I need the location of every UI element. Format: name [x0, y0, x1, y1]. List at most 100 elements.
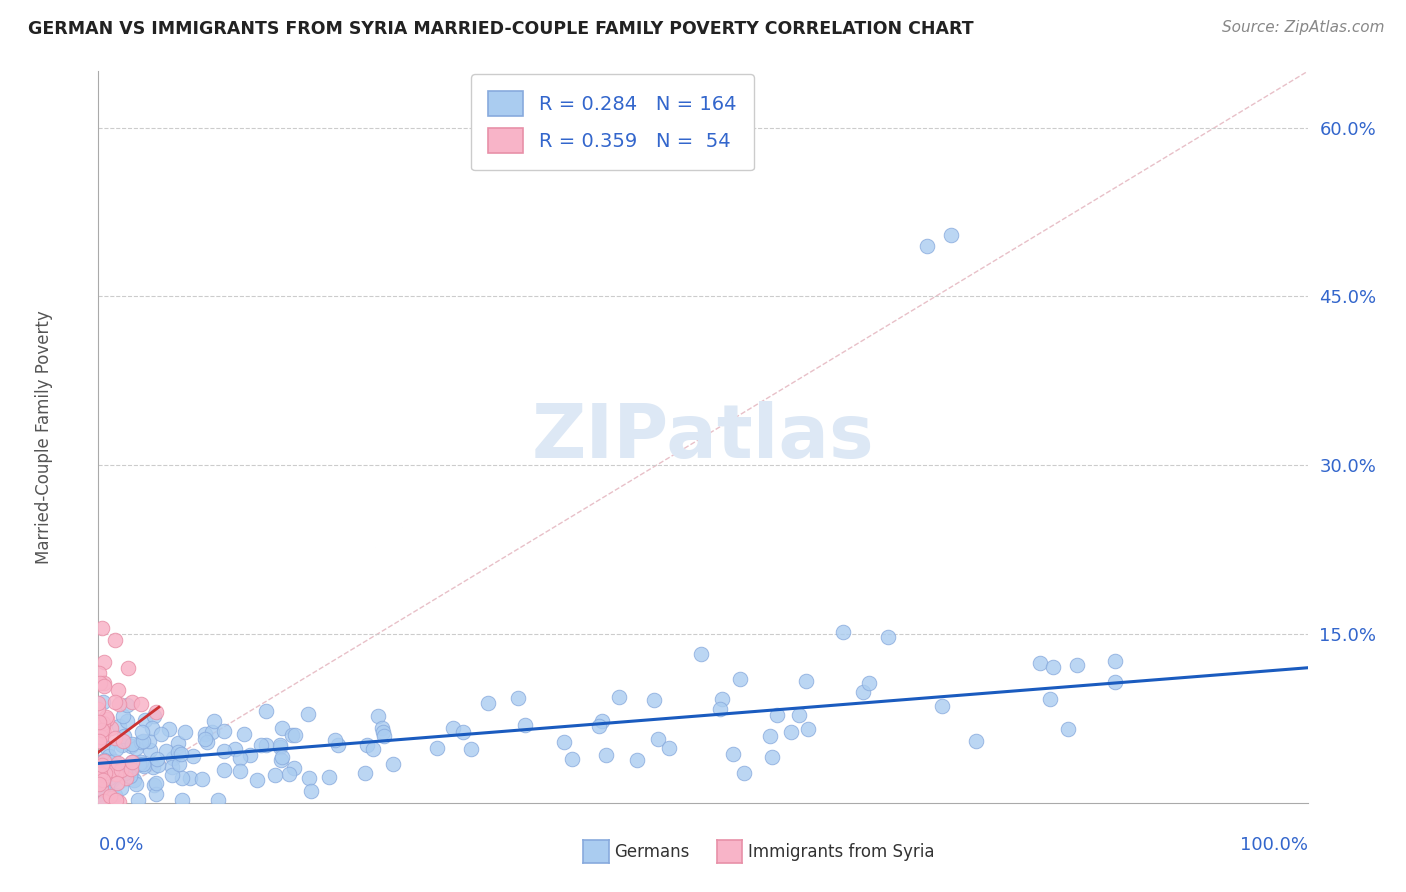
- Point: [761, 749, 783, 764]
- Point: [87, 777, 110, 791]
- Point: [100, 790, 122, 805]
- Point: [100, 789, 122, 803]
- Point: [607, 690, 630, 705]
- Point: [93, 679, 115, 693]
- Point: [162, 751, 184, 765]
- Point: [108, 795, 131, 809]
- Point: [143, 708, 166, 723]
- Point: [170, 747, 193, 762]
- Point: [553, 735, 575, 749]
- Point: [87, 733, 110, 747]
- Point: [323, 733, 346, 747]
- Point: [94, 767, 117, 781]
- Text: Source: ZipAtlas.com: Source: ZipAtlas.com: [1222, 20, 1385, 35]
- Point: [129, 697, 152, 711]
- Point: [120, 765, 142, 780]
- Point: [381, 756, 404, 771]
- Point: [173, 725, 195, 739]
- Point: [89, 721, 111, 735]
- Point: [228, 751, 250, 765]
- Point: [105, 763, 128, 777]
- Point: [115, 771, 138, 785]
- Point: [93, 772, 115, 787]
- Point: [278, 766, 301, 780]
- Point: [626, 753, 648, 767]
- Text: 100.0%: 100.0%: [1240, 836, 1308, 854]
- Point: [1056, 723, 1078, 737]
- Point: [733, 765, 755, 780]
- Point: [299, 784, 322, 798]
- Point: [125, 777, 148, 791]
- Point: [354, 765, 377, 780]
- Text: ZIPatlas: ZIPatlas: [531, 401, 875, 474]
- Point: [361, 742, 384, 756]
- Point: [142, 760, 165, 774]
- Point: [96, 741, 118, 756]
- Point: [250, 739, 273, 753]
- Text: 0.0%: 0.0%: [98, 836, 143, 854]
- Point: [172, 772, 194, 786]
- Point: [117, 714, 139, 728]
- Point: [831, 624, 853, 639]
- Point: [121, 737, 143, 751]
- Point: [104, 789, 127, 803]
- Point: [689, 647, 711, 661]
- Point: [426, 741, 449, 756]
- Point: [89, 720, 111, 734]
- Point: [1042, 660, 1064, 674]
- Point: [728, 672, 751, 686]
- Point: [111, 738, 134, 752]
- Point: [915, 239, 938, 253]
- Point: [709, 702, 731, 716]
- Point: [104, 764, 127, 778]
- Point: [195, 734, 218, 748]
- Point: [167, 756, 190, 771]
- Point: [647, 732, 669, 747]
- Point: [194, 732, 217, 747]
- Point: [367, 709, 389, 723]
- Point: [87, 733, 110, 747]
- Point: [110, 780, 132, 795]
- Point: [167, 745, 190, 759]
- Point: [96, 767, 118, 781]
- Point: [127, 793, 149, 807]
- Point: [212, 723, 235, 738]
- Point: [89, 666, 111, 681]
- Point: [90, 783, 112, 797]
- Point: [104, 731, 127, 746]
- Point: [104, 632, 127, 647]
- Point: [132, 759, 155, 773]
- Point: [129, 755, 152, 769]
- Legend: R = 0.284   N = 164, R = 0.359   N =  54: R = 0.284 N = 164, R = 0.359 N = 54: [471, 74, 754, 170]
- Point: [723, 747, 745, 761]
- Point: [91, 695, 114, 709]
- Point: [117, 661, 139, 675]
- Text: Immigrants from Syria: Immigrants from Syria: [748, 843, 935, 861]
- Point: [93, 766, 115, 780]
- Point: [134, 713, 156, 727]
- Point: [591, 714, 613, 728]
- Point: [105, 766, 128, 780]
- Point: [107, 756, 129, 771]
- Point: [101, 763, 124, 777]
- Point: [1104, 674, 1126, 689]
- Point: [93, 755, 115, 769]
- Point: [939, 227, 962, 242]
- Point: [155, 743, 177, 757]
- Point: [794, 674, 817, 689]
- Point: [145, 787, 167, 801]
- Point: [765, 708, 787, 723]
- Point: [98, 748, 121, 763]
- Point: [138, 734, 160, 748]
- Point: [191, 772, 214, 786]
- Point: [87, 765, 110, 780]
- Point: [128, 757, 150, 772]
- Point: [87, 696, 110, 710]
- Point: [202, 714, 225, 729]
- Point: [145, 705, 167, 719]
- Point: [160, 768, 183, 782]
- Point: [181, 748, 204, 763]
- Point: [201, 725, 224, 739]
- Point: [441, 722, 464, 736]
- Point: [105, 775, 128, 789]
